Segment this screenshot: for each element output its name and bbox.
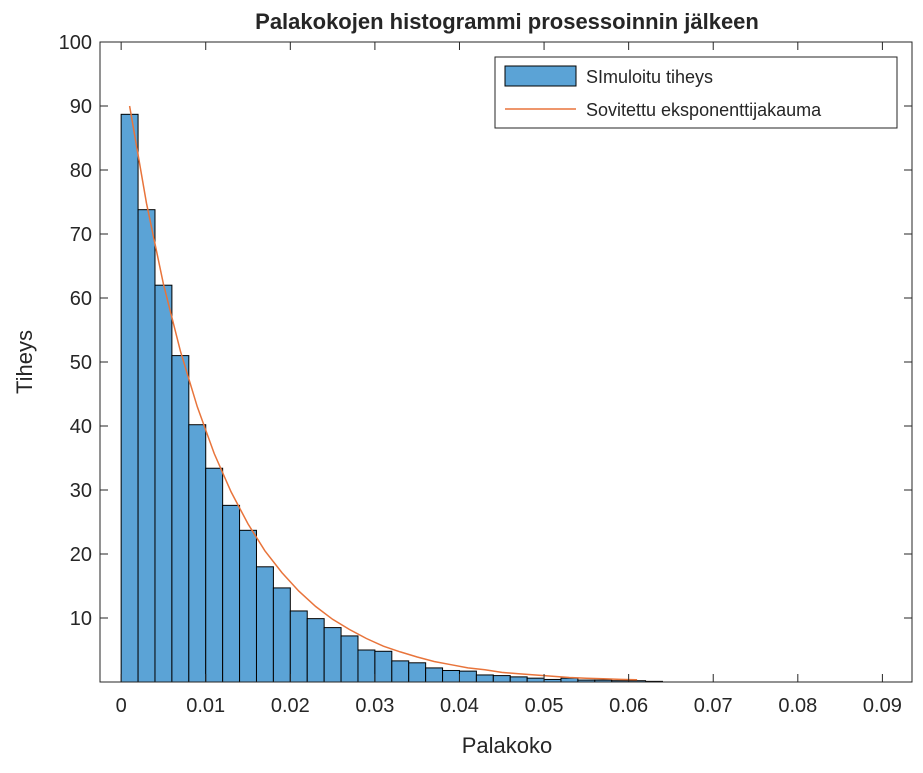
- histogram-bar: [120, 113, 139, 683]
- y-tick-label: 100: [59, 32, 92, 54]
- plot-area: 0 0.01 0.02 0.03 0.04 0.05 0.06 0.07 0.08 0.09 10 2…: [59, 32, 913, 717]
- histogram-bar: [289, 610, 308, 683]
- y-tick-label: 30: [70, 480, 92, 502]
- histogram-bar: [408, 662, 427, 683]
- x-tick-label: 0.06: [609, 695, 648, 717]
- y-tick-label: 20: [70, 544, 92, 566]
- histogram-bar: [492, 675, 511, 683]
- histogram-bar: [205, 467, 224, 683]
- histogram-bar: [323, 627, 342, 683]
- y-tick-label: 70: [70, 224, 92, 246]
- histogram-bar: [154, 284, 173, 683]
- y-tick-label: 60: [70, 288, 92, 310]
- histogram-bar: [222, 504, 241, 683]
- histogram-bar: [425, 667, 444, 683]
- histogram-bar: [357, 649, 376, 683]
- histogram-bar: [391, 660, 410, 683]
- histogram-bar: [475, 674, 494, 683]
- histogram-bar: [239, 529, 257, 683]
- histogram-bar: [137, 209, 156, 683]
- histogram-bar: [509, 676, 528, 683]
- chart-title: Palakokojen histogrammi prosessoinnin jä…: [255, 9, 759, 34]
- histogram-bar: [442, 669, 460, 683]
- histogram-bar: [171, 355, 190, 683]
- x-tick-label: 0.05: [525, 695, 564, 717]
- histogram-bar: [255, 566, 274, 683]
- histogram-bar: [306, 618, 325, 683]
- x-tick-label: 0.04: [440, 695, 479, 717]
- x-tick-label: 0.09: [863, 695, 902, 717]
- x-tick-label: 0.03: [355, 695, 394, 717]
- x-tick-label: 0.08: [778, 695, 817, 717]
- x-tick-label: 0.02: [271, 695, 310, 717]
- y-tick-label: 40: [70, 416, 92, 438]
- x-axis-label: Palakoko: [462, 733, 553, 758]
- histogram-bar: [272, 587, 291, 683]
- legend-entry-line: Sovitettu eksponenttijakauma: [586, 100, 822, 120]
- histogram-bar: [526, 677, 545, 683]
- y-tick-label: 80: [70, 160, 92, 182]
- legend-entry-histogram: SImuloitu tiheys: [586, 67, 713, 87]
- fitted-exponential-line: [128, 105, 638, 681]
- y-tick-label: 50: [70, 352, 92, 374]
- y-axis-label: Tiheys: [12, 330, 37, 394]
- legend: SImuloitu tiheys Sovitettu eksponenttijak…: [494, 56, 898, 129]
- x-tick-label: 0.07: [694, 695, 733, 717]
- y-tick-label: 90: [70, 96, 92, 118]
- x-tick-label: 0: [116, 695, 127, 717]
- histogram-bar: [458, 670, 477, 683]
- legend-swatch-histogram: [504, 65, 577, 87]
- histogram-bar: [188, 424, 207, 683]
- y-tick-label: 10: [70, 608, 92, 630]
- histogram-bar: [560, 677, 579, 683]
- histogram-bar: [340, 635, 359, 683]
- x-tick-label: 0.01: [186, 695, 225, 717]
- histogram-bar: [374, 650, 393, 683]
